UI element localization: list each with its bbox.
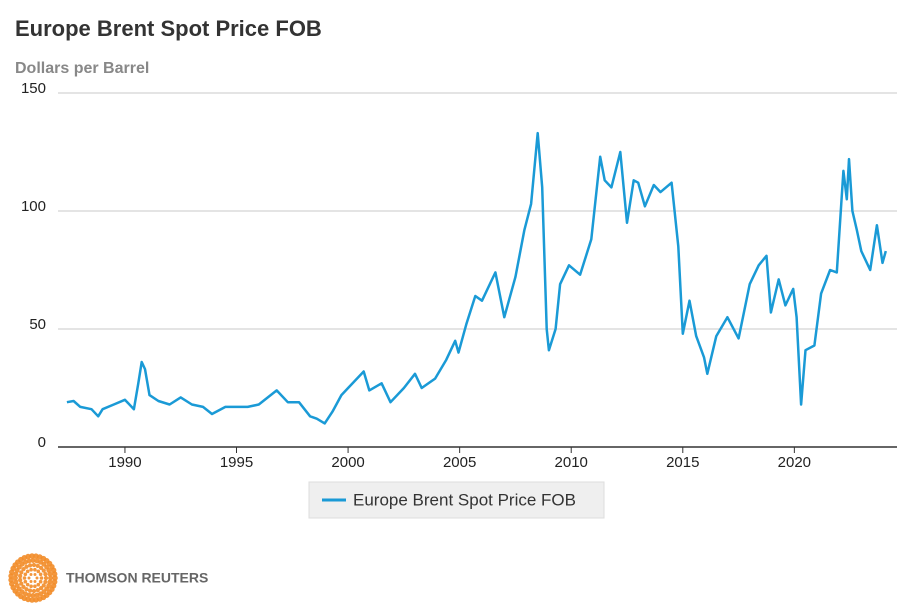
logo-dot — [24, 564, 29, 569]
logo-dot — [22, 559, 28, 565]
logo-dot — [27, 588, 33, 593]
logo-dot — [30, 593, 36, 598]
logo-dot — [23, 572, 28, 577]
legend: Europe Brent Spot Price FOB — [308, 481, 605, 519]
logo-dot — [34, 558, 40, 564]
logo-dot — [22, 576, 27, 580]
logo-dot — [43, 575, 49, 581]
logo-dot — [41, 568, 46, 573]
x-tick-label: 2020 — [778, 454, 811, 471]
logo-dot — [29, 573, 33, 577]
logo-dot — [33, 579, 37, 583]
logo-dot — [38, 579, 43, 584]
logo-dot — [33, 567, 37, 572]
logo-dot — [8, 577, 14, 583]
y-tick-label: 100 — [21, 198, 46, 215]
logo — [8, 553, 58, 603]
logo-dot — [31, 588, 37, 594]
logo-dot — [27, 576, 31, 580]
logo-dot — [29, 567, 33, 572]
logo-dot — [26, 558, 32, 564]
legend-box — [308, 481, 605, 519]
logo-dot — [38, 572, 43, 577]
logo-dot — [39, 576, 44, 580]
logo-dot — [33, 584, 37, 589]
x-tick-label: 1995 — [220, 454, 253, 471]
logo-dot — [19, 581, 24, 586]
logo-dot — [23, 579, 28, 584]
logo-dot — [34, 592, 40, 598]
logo-dot — [43, 579, 48, 584]
x-tick-label: 2005 — [443, 454, 476, 471]
logo-dot — [29, 584, 33, 589]
logo-dot — [46, 567, 52, 573]
logo-dot — [21, 567, 26, 572]
logo-dot — [51, 571, 58, 577]
y-tick-label: 50 — [29, 316, 46, 333]
logo-dot — [33, 597, 39, 603]
logo-dot — [13, 579, 19, 585]
logo-dot — [25, 569, 30, 574]
logo-dot — [29, 579, 33, 583]
legend-label: Europe Brent Spot Price FOB — [353, 490, 576, 509]
logo-dot — [36, 569, 41, 574]
brand: THOMSON REUTERS — [66, 570, 208, 586]
logo-dot — [36, 582, 41, 587]
logo-dot — [25, 582, 30, 587]
logo-dot — [24, 587, 29, 592]
y-tick-label: 150 — [21, 80, 46, 97]
logo-dot — [18, 573, 23, 579]
y-tick-label: 0 — [38, 434, 46, 451]
logo-dot — [14, 583, 20, 589]
logo-dot — [13, 575, 18, 581]
logo-dot — [35, 576, 39, 580]
logo-dot — [31, 562, 37, 568]
chart-title: Europe Brent Spot Price FOB — [15, 16, 322, 41]
logo-dot — [38, 591, 44, 597]
logo-dot — [38, 586, 44, 591]
logo-dot — [47, 579, 53, 585]
logo-dot — [13, 571, 19, 577]
logo-dot — [43, 572, 48, 577]
logo-dot — [38, 565, 44, 570]
logo-dot — [33, 573, 37, 577]
x-tick-label: 2000 — [331, 454, 364, 471]
logo-dot — [30, 558, 36, 563]
logo-dot — [29, 553, 35, 559]
logo-dot — [47, 571, 53, 577]
logo-dot — [35, 563, 40, 569]
price-line — [66, 131, 888, 425]
logo-dot — [35, 587, 40, 593]
x-tick-label: 2015 — [666, 454, 699, 471]
logo-dot — [18, 577, 23, 583]
x-tick-label: 1990 — [108, 454, 141, 471]
logo-dot — [27, 563, 33, 568]
chart-subtitle: Dollars per Barrel — [15, 60, 149, 77]
logo-dot — [26, 592, 32, 598]
logo-dot — [41, 583, 46, 588]
logo-dot — [21, 584, 26, 589]
logo-dot — [19, 570, 24, 575]
x-tick-label: 2010 — [555, 454, 588, 471]
logo-dot — [48, 575, 53, 581]
